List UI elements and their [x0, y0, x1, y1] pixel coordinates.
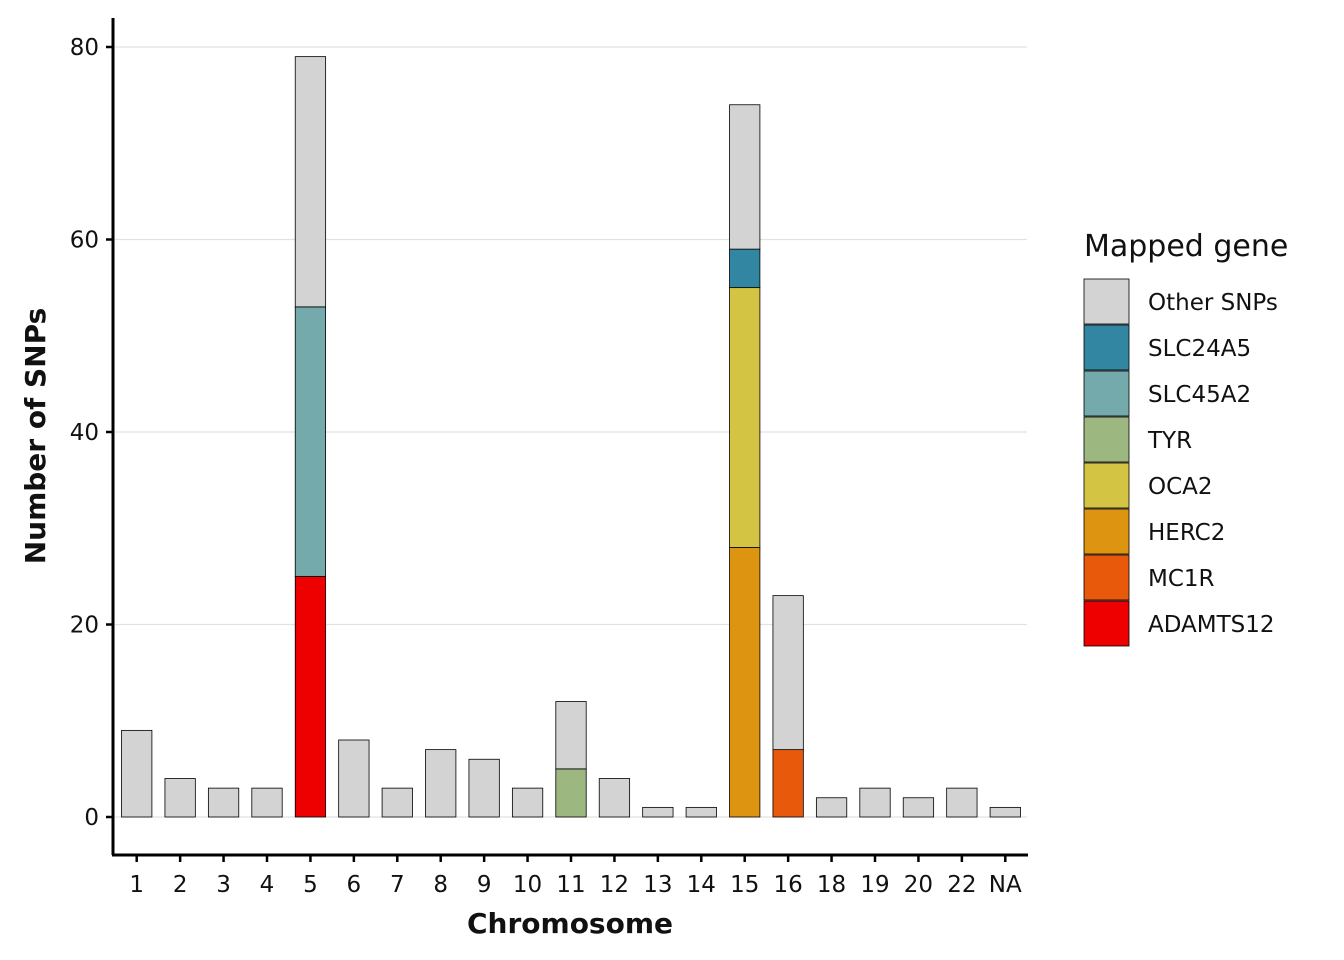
- bar-chr11-tyr: [555, 768, 587, 818]
- x-tick-label-22: 22: [947, 872, 976, 898]
- bar-chr10-other-snps: [511, 787, 544, 818]
- y-tick-label-40: 40: [70, 420, 99, 446]
- bar-chr7-other-snps: [381, 787, 413, 818]
- y-tick-label-0: 0: [84, 805, 99, 831]
- bar-chr8-other-snps: [425, 749, 457, 818]
- bar-chr15-other-snps: [729, 104, 761, 250]
- bar-chr12-other-snps: [598, 778, 631, 818]
- legend: Mapped gene Other SNPsSLC24A5SLC45A2TYRO…: [1083, 229, 1288, 647]
- bar-chr3-other-snps: [207, 787, 240, 818]
- x-tick-label-10: 10: [513, 872, 542, 898]
- x-tick-label-18: 18: [817, 872, 846, 898]
- x-tick-label-5: 5: [303, 872, 318, 898]
- legend-label-slc45a2: SLC45A2: [1148, 382, 1251, 408]
- x-tick-label-20: 20: [904, 872, 933, 898]
- legend-swatch-mc1r: [1083, 554, 1130, 601]
- bar-chr18-other-snps: [815, 797, 848, 818]
- bar-chr5-other-snps: [294, 56, 327, 308]
- bar-chr16-mc1r: [772, 749, 804, 818]
- x-tick-label-15: 15: [730, 872, 759, 898]
- y-tick-label-60: 60: [70, 228, 99, 254]
- bar-chr11-other-snps: [555, 701, 587, 770]
- legend-label-adamts12: ADAMTS12: [1148, 612, 1275, 638]
- x-tick-label-14: 14: [687, 872, 716, 898]
- x-tick-label-3: 3: [216, 872, 231, 898]
- bar-chr1-other-snps: [121, 729, 153, 818]
- legend-swatch-adamts12: [1083, 600, 1130, 647]
- legend-label-other-snps: Other SNPs: [1148, 290, 1278, 316]
- bar-chr5-slc45a2: [294, 306, 327, 577]
- x-tick-label-19: 19: [860, 872, 889, 898]
- bar-chr9-other-snps: [468, 758, 500, 818]
- bar-chr16-other-snps: [772, 595, 804, 751]
- bars: [121, 56, 1021, 818]
- bar-chr14-other-snps: [685, 806, 717, 818]
- y-tick-label-20: 20: [70, 613, 99, 639]
- bar-chr15-oca2: [729, 287, 761, 548]
- bar-chr22-other-snps: [946, 787, 978, 818]
- legend-label-tyr: TYR: [1147, 428, 1192, 454]
- legend-swatch-oca2: [1083, 462, 1130, 509]
- legend-label-slc24a5: SLC24A5: [1148, 336, 1251, 362]
- x-tick-label-6: 6: [347, 872, 362, 898]
- bar-chr4-other-snps: [251, 787, 283, 818]
- bar-chrNA-other-snps: [989, 806, 1021, 818]
- bar-chr5-adamts12: [294, 575, 327, 818]
- x-tick-label-2: 2: [173, 872, 188, 898]
- x-tick-label-8: 8: [433, 872, 448, 898]
- bar-chr6-other-snps: [338, 739, 370, 818]
- legend-swatch-slc45a2: [1083, 370, 1130, 417]
- legend-swatch-tyr: [1083, 416, 1130, 463]
- y-axis-title: Number of SNPs: [19, 308, 52, 565]
- y-axis-ticks: 0 20 40 60 80: [70, 35, 113, 831]
- y-tick-label-80: 80: [70, 35, 99, 61]
- legend-title: Mapped gene: [1084, 229, 1288, 264]
- legend-swatch-herc2: [1083, 508, 1130, 555]
- x-tick-label-9: 9: [477, 872, 492, 898]
- bar-chr15-slc24a5: [729, 248, 761, 289]
- legend-label-oca2: OCA2: [1148, 474, 1213, 500]
- legend-label-herc2: HERC2: [1148, 520, 1225, 546]
- x-axis-title: Chromosome: [467, 907, 673, 940]
- legend-label-mc1r: MC1R: [1148, 566, 1215, 592]
- x-tick-label-1: 1: [129, 872, 144, 898]
- bar-chr20-other-snps: [902, 797, 935, 818]
- bar-chr15-herc2: [729, 547, 761, 818]
- bar-chr13-other-snps: [642, 806, 674, 818]
- bar-chr19-other-snps: [859, 787, 891, 818]
- legend-swatch-slc24a5: [1083, 324, 1130, 371]
- x-tick-label-4: 4: [260, 872, 275, 898]
- legend-swatch-other-snps: [1083, 278, 1130, 325]
- x-tick-label-11: 11: [556, 872, 585, 898]
- legend-items: Other SNPs SLC24A5 SLC45A2 TYR OCA2 HERC2 MC1R…: [1083, 278, 1278, 647]
- x-tick-label-16: 16: [774, 872, 803, 898]
- x-tick-label-13: 13: [643, 872, 672, 898]
- x-tick-label-NA: NA: [989, 872, 1022, 898]
- bar-chr2-other-snps: [164, 778, 196, 818]
- x-tick-label-12: 12: [600, 872, 629, 898]
- x-axis-ticks: 1 2 3 4 5 6 7 8 9 10 11 12 13 14 15 16 18 19 20 22 NA: [129, 855, 1022, 898]
- x-tick-label-7: 7: [390, 872, 405, 898]
